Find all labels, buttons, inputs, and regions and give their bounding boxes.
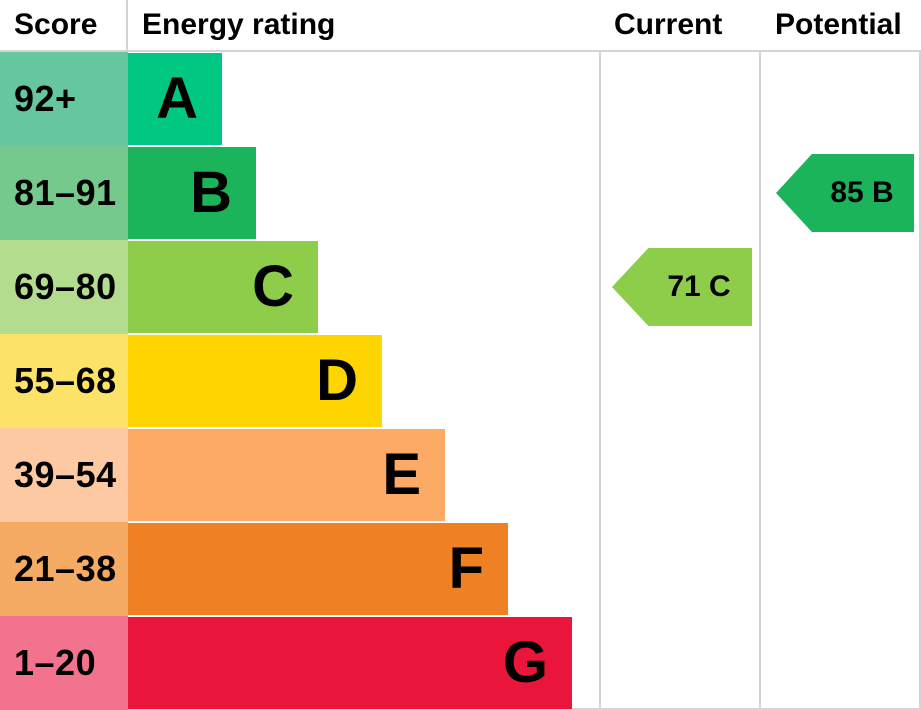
rating-band-rows: 92+ A 81–91 B 69–80 C 55–68 D 39–54 E 21–38 F 1–20 G bbox=[0, 52, 921, 710]
band-row-b: 81–91 B bbox=[0, 146, 921, 240]
score-column-divider bbox=[126, 0, 128, 52]
score-range-b: 81–91 bbox=[0, 146, 128, 240]
band-bar-e: E bbox=[128, 429, 445, 521]
band-bar-a: A bbox=[128, 53, 222, 145]
band-row-c: 69–80 C bbox=[0, 240, 921, 334]
band-bar-g: G bbox=[128, 617, 572, 709]
potential-column-header: Potential bbox=[775, 8, 902, 41]
score-range-d: 55–68 bbox=[0, 334, 128, 428]
band-bar-f: F bbox=[128, 523, 508, 615]
band-row-f: 21–38 F bbox=[0, 522, 921, 616]
chart-header-row: Score Energy rating Current Potential bbox=[0, 0, 921, 52]
score-range-c: 69–80 bbox=[0, 240, 128, 334]
band-bar-d: D bbox=[128, 335, 382, 427]
band-row-e: 39–54 E bbox=[0, 428, 921, 522]
potential-column-divider bbox=[759, 0, 761, 710]
score-range-f: 21–38 bbox=[0, 522, 128, 616]
score-range-g: 1–20 bbox=[0, 616, 128, 710]
score-range-a: 92+ bbox=[0, 52, 128, 146]
current-column-divider bbox=[599, 0, 601, 710]
band-row-d: 55–68 D bbox=[0, 334, 921, 428]
score-range-e: 39–54 bbox=[0, 428, 128, 522]
band-bar-c: C bbox=[128, 241, 318, 333]
current-rating-label: 71 C bbox=[667, 270, 731, 303]
current-column-header: Current bbox=[614, 8, 723, 41]
score-column-header: Score bbox=[14, 8, 98, 41]
band-row-a: 92+ A bbox=[0, 52, 921, 146]
band-row-g: 1–20 G bbox=[0, 616, 921, 710]
energy-rating-column-header: Energy rating bbox=[142, 8, 336, 41]
band-bar-b: B bbox=[128, 147, 256, 239]
potential-rating-label: 85 B bbox=[830, 176, 894, 209]
